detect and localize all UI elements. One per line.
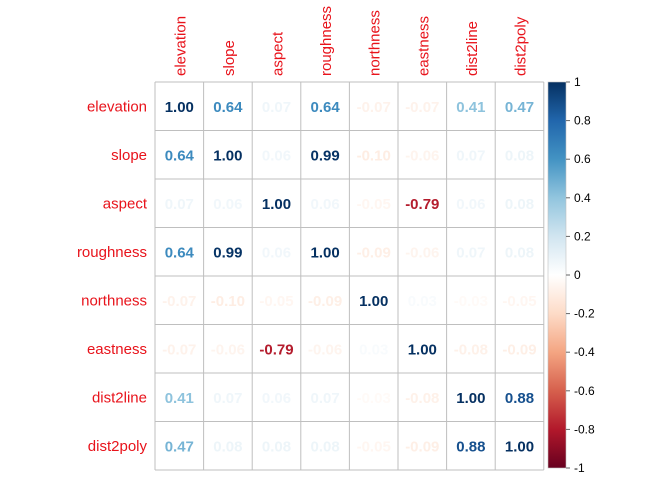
cell-value: -0.07 — [405, 99, 439, 116]
cell-value: -0.06 — [405, 147, 439, 164]
cell-value: 1.00 — [505, 438, 534, 455]
column-label: dist2line — [464, 21, 481, 76]
cell-value: 0.06 — [262, 147, 291, 164]
cell-value: 0.06 — [262, 244, 291, 261]
row-label: eastness — [87, 341, 147, 358]
cell-value: -0.09 — [357, 244, 391, 261]
cell-value: 0.07 — [456, 147, 485, 164]
cell-value: 1.00 — [408, 341, 437, 358]
cell-value: 0.08 — [213, 438, 242, 455]
cell-value: 0.08 — [262, 438, 291, 455]
legend-tick-label: 0.2 — [574, 229, 591, 243]
cell-value: -0.03 — [454, 293, 488, 310]
cell-value: -0.05 — [502, 293, 536, 310]
cell-value: 0.64 — [213, 99, 243, 116]
cell-value: 1.00 — [310, 244, 339, 261]
cell-value: 0.07 — [310, 390, 339, 407]
cell-value: -0.09 — [405, 438, 439, 455]
cell-value: -0.07 — [162, 341, 196, 358]
column-labels: elevation slope aspect roughness northness ea… — [172, 6, 529, 76]
cell-value: 0.06 — [310, 196, 339, 213]
cell-value: -0.03 — [357, 390, 391, 407]
column-label: slope — [221, 40, 238, 76]
heatmap-grid — [154, 81, 545, 471]
legend-tick-label: -0.2 — [574, 307, 595, 321]
cell-value: -0.06 — [405, 244, 439, 261]
legend-tick-label: -0.4 — [574, 345, 595, 359]
cell-value: 0.41 — [456, 99, 485, 116]
legend-tick-label: 0 — [574, 268, 581, 282]
legend-tick-label: 0.4 — [574, 191, 591, 205]
legend-tick-label: -0.8 — [574, 422, 595, 436]
cell-value: 0.99 — [310, 147, 339, 164]
cell-value: -0.10 — [357, 147, 391, 164]
row-label: slope — [111, 147, 147, 164]
column-label: elevation — [172, 16, 189, 76]
cell-value: -0.05 — [357, 196, 391, 213]
cell-value: 0.64 — [165, 147, 195, 164]
cell-value: -0.06 — [308, 341, 342, 358]
cell-value: 1.00 — [213, 147, 242, 164]
cell-value: 0.47 — [165, 438, 194, 455]
cell-value: 0.06 — [262, 390, 291, 407]
cell-value: -0.08 — [405, 390, 439, 407]
legend-tick-label: 1 — [574, 75, 581, 89]
column-label: eastness — [415, 16, 432, 76]
cell-value: 0.08 — [505, 196, 534, 213]
cell-value: 0.06 — [213, 196, 242, 213]
cell-value: -0.79 — [259, 341, 293, 358]
cell-value: 0.41 — [165, 390, 194, 407]
cell-value: -0.05 — [259, 293, 293, 310]
row-labels: elevation slope aspect roughness northness ea… — [77, 98, 148, 455]
legend-tick-label: -0.6 — [574, 384, 595, 398]
cell-value: -0.07 — [162, 293, 196, 310]
cell-value: -0.05 — [357, 438, 391, 455]
cell-value: -0.07 — [357, 99, 391, 116]
cell-value: 1.00 — [165, 99, 194, 116]
cell-value: -0.09 — [502, 341, 536, 358]
cell-value: 0.99 — [213, 244, 242, 261]
row-label: northness — [81, 292, 147, 309]
cell-value: 0.06 — [456, 196, 485, 213]
cell-value: 0.88 — [456, 438, 485, 455]
legend-tick-label: 0.6 — [574, 152, 591, 166]
cell-value: -0.79 — [405, 196, 439, 213]
cell-value: 0.47 — [505, 99, 534, 116]
row-label: dist2line — [92, 389, 147, 406]
column-label: dist2poly — [513, 16, 530, 76]
cell-value: 1.00 — [262, 196, 291, 213]
legend-tick-label: -1 — [574, 461, 585, 475]
row-label: aspect — [103, 195, 148, 212]
cell-value: 0.08 — [505, 147, 534, 164]
cell-value: 1.00 — [456, 390, 485, 407]
legend-tick-label: 0.8 — [574, 114, 591, 128]
cell-value: 0.88 — [505, 390, 534, 407]
cell-value: 0.08 — [310, 438, 339, 455]
row-label: dist2poly — [88, 438, 148, 455]
cell-value: 0.07 — [456, 244, 485, 261]
column-label: northness — [367, 10, 384, 76]
cell-value: 0.64 — [310, 99, 340, 116]
cell-value: 0.07 — [165, 196, 194, 213]
cell-value: 0.64 — [165, 244, 195, 261]
cell-value: 0.03 — [359, 341, 388, 358]
cell-value: -0.10 — [211, 293, 245, 310]
cell-value: 0.07 — [213, 390, 242, 407]
column-label: roughness — [318, 6, 335, 76]
cell-value: -0.09 — [308, 293, 342, 310]
legend-color-bar — [547, 81, 567, 469]
cell-value: 0.08 — [505, 244, 534, 261]
cell-value: -0.06 — [211, 341, 245, 358]
row-label: elevation — [87, 98, 147, 115]
row-label: roughness — [77, 244, 147, 261]
cell-value: 0.03 — [408, 293, 437, 310]
cell-value: -0.08 — [454, 341, 488, 358]
column-label: aspect — [270, 31, 287, 76]
cell-value: 1.00 — [359, 293, 388, 310]
cell-value: 0.07 — [262, 99, 291, 116]
color-legend: 1 0.8 0.6 0.4 0.2 0 -0.2 -0.4 -0.6 -0.8 -1 — [547, 75, 595, 475]
